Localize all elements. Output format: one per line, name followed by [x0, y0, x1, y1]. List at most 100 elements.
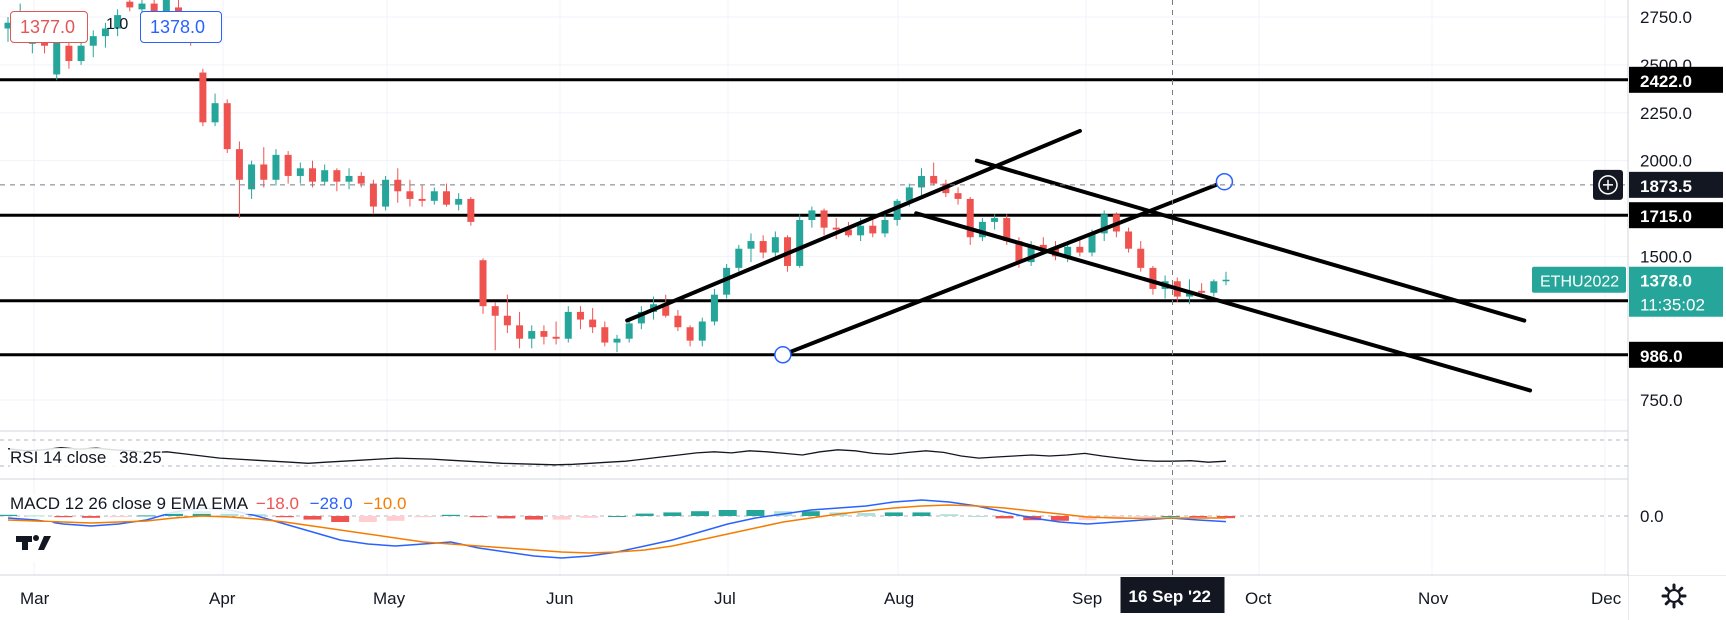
trendlines[interactable] — [625, 128, 1533, 393]
candle-body — [1076, 246, 1084, 253]
macd-histogram-bar — [248, 514, 267, 516]
macd-histogram-bar — [691, 511, 710, 516]
candle-body — [978, 221, 986, 238]
symbol-label: ETHU2022 — [1540, 274, 1619, 291]
time-tick-label: May — [373, 589, 406, 608]
candle-body — [1027, 244, 1035, 263]
candle-body — [710, 294, 718, 322]
logo-icon — [16, 535, 51, 550]
candle-body — [309, 168, 316, 182]
candle-body — [905, 187, 913, 201]
candle-body — [284, 154, 292, 176]
ask-price-badge[interactable]: 1378.0 — [140, 11, 222, 43]
candle-body — [1064, 246, 1072, 257]
candle-body — [248, 164, 256, 190]
macd-histogram-bar — [1217, 516, 1235, 519]
candle-body — [126, 1, 134, 8]
candle-body — [1198, 290, 1206, 293]
rsi-pane — [0, 439, 1628, 467]
trendline-handle[interactable] — [1215, 172, 1234, 191]
level-price-box — [1629, 66, 1723, 93]
macd-signal-line — [7, 504, 1226, 554]
trendline-handle[interactable] — [774, 346, 792, 364]
trendline[interactable] — [914, 211, 1533, 393]
time-tick-label: Aug — [884, 589, 914, 608]
candle-body — [1149, 267, 1157, 289]
candle-body — [406, 191, 414, 199]
plus-circle-icon — [1598, 175, 1618, 195]
price-tick-label: 750.0 — [1640, 391, 1683, 410]
candle-body — [893, 200, 901, 220]
level-price-box — [1629, 202, 1723, 229]
macd-histogram-bar — [82, 516, 101, 518]
candle-body — [345, 175, 353, 182]
macd-histogram-value: −18.0 — [255, 494, 299, 513]
level-price-label: 2422.0 — [1640, 72, 1692, 91]
candle-body — [321, 170, 329, 182]
candle-body — [199, 72, 207, 123]
candle-body — [735, 248, 743, 268]
candle-body — [564, 311, 572, 339]
crosshair-date-box — [1120, 577, 1225, 613]
candle-body — [89, 36, 97, 46]
macd-histogram-bar — [275, 516, 294, 518]
candle-body — [101, 28, 109, 37]
spread-value: 1.0 — [106, 16, 129, 33]
time-axis[interactable]: Mar Apr May Jun Jul Aug Sep Oct Nov Dec 16 Sep '22 — [0, 576, 1628, 620]
candle-body — [540, 331, 548, 337]
candle-body — [1088, 233, 1096, 253]
macd-histogram-bar — [608, 516, 626, 517]
macd-histogram-bar — [441, 514, 460, 516]
candle-body — [576, 311, 584, 320]
candle-body — [455, 198, 463, 205]
macd-histogram-bar — [552, 516, 571, 520]
candle-body — [442, 191, 450, 205]
candle-body — [869, 225, 877, 234]
macd-histogram-bar — [1078, 516, 1097, 521]
candle-body — [503, 315, 511, 326]
candle-body — [844, 229, 852, 236]
macd-histogram-bar — [580, 516, 599, 518]
trendline[interactable] — [780, 179, 1227, 357]
time-tick-label: Sep — [1072, 589, 1102, 608]
candle-body — [966, 198, 974, 238]
price-tick-label: 2750.0 — [1640, 8, 1692, 27]
macd-histogram-bar — [940, 514, 959, 516]
candle-body — [382, 179, 390, 207]
time-tick-label: Mar — [20, 589, 50, 608]
macd-histogram-bar — [497, 516, 516, 519]
rsi-legend[interactable]: RSI 14 close 38.25 — [10, 448, 162, 468]
macd-histogram-bar — [54, 516, 73, 518]
rsi-line — [7, 447, 1227, 466]
tradingview-logo[interactable] — [10, 522, 56, 562]
candle-body — [1137, 248, 1145, 268]
candle-body — [418, 198, 426, 201]
candle-body — [296, 168, 304, 176]
candle-body — [65, 45, 73, 62]
bid-price-badge[interactable]: 1377.0 — [10, 11, 88, 43]
candle-body — [357, 175, 365, 184]
macd-histogram-bar — [1133, 516, 1152, 517]
candle-body — [1125, 231, 1133, 249]
candle-body — [930, 175, 938, 184]
price-axis[interactable]: 2750.02500.02250.02000.01500.0750.02422.… — [1532, 0, 1726, 575]
macd-histogram-bar — [746, 510, 765, 516]
macd-histogram-bar — [303, 516, 322, 520]
macd-legend[interactable]: MACD 12 26 close 9 EMA EMA −18.0 −28.0 −… — [10, 494, 407, 514]
settings-gear-icon[interactable] — [1660, 582, 1688, 610]
candle-body — [394, 179, 402, 192]
candle-body — [114, 15, 122, 29]
macd-histogram-bar — [1106, 516, 1125, 519]
symbol-label-box[interactable] — [1532, 266, 1626, 293]
macd-histogram-bar — [414, 516, 433, 518]
macd-histogram-bar — [1189, 516, 1208, 518]
candle-body — [211, 103, 219, 123]
candle-body — [589, 319, 597, 328]
macd-histogram-bar — [386, 516, 405, 521]
trendline[interactable] — [974, 158, 1527, 323]
trendline[interactable] — [625, 128, 1082, 323]
macd-histogram-bar — [0, 514, 17, 516]
macd-histogram-bar — [26, 515, 45, 517]
macd-histogram-bar — [109, 516, 128, 518]
